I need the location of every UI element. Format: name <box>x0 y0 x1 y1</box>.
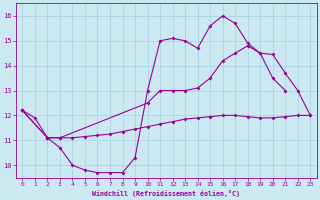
X-axis label: Windchill (Refroidissement éolien,°C): Windchill (Refroidissement éolien,°C) <box>92 190 240 197</box>
